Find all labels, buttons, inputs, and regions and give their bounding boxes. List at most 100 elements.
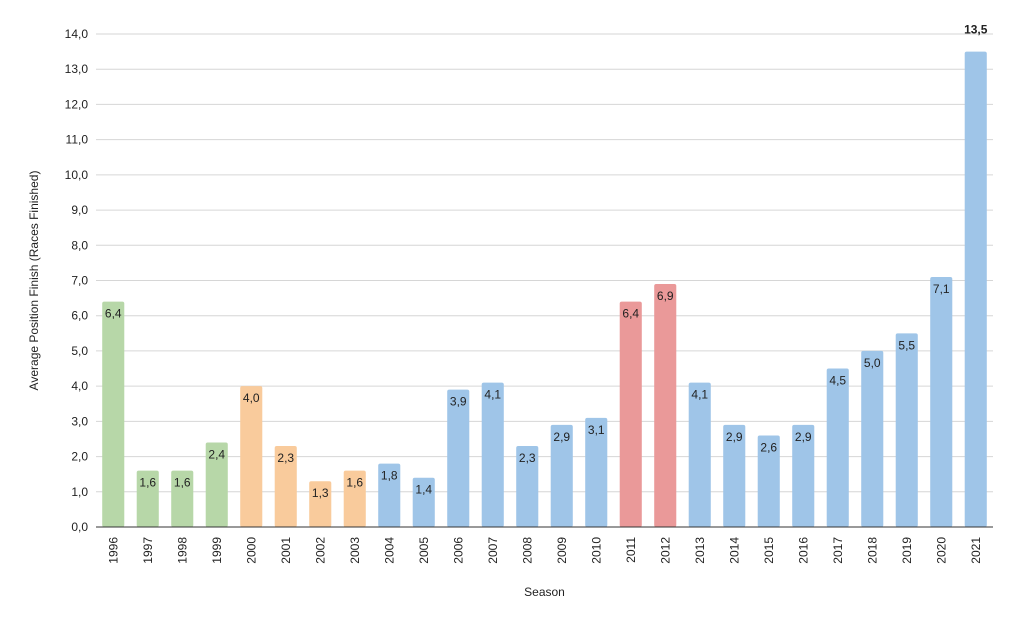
bar-2010 <box>585 417 608 527</box>
y-tick-label: 8,0 <box>71 238 88 252</box>
bar-1997 <box>136 470 159 527</box>
x-tick-label-1999: 1999 <box>210 537 224 564</box>
bar-2017 <box>826 368 849 527</box>
data-label-2019: 5,5 <box>898 338 915 352</box>
x-axis-title: Season <box>524 585 565 599</box>
x-tick-label-2011: 2011 <box>624 537 638 563</box>
x-tick-label-2017: 2017 <box>831 537 845 564</box>
data-label-2009: 2,9 <box>553 430 570 444</box>
x-tick-label-2004: 2004 <box>382 537 396 564</box>
x-tick-label-2013: 2013 <box>693 537 707 564</box>
data-label-1996: 6,4 <box>105 307 122 321</box>
y-tick-label: 0,0 <box>71 520 88 534</box>
data-label-2001: 2,3 <box>277 451 294 465</box>
x-tick-label-1998: 1998 <box>175 537 189 564</box>
bar-2011 <box>619 301 642 527</box>
y-axis-title: Average Position Finish (Races Finished) <box>27 171 41 391</box>
bar-2000 <box>240 386 263 527</box>
bar-2014 <box>723 424 746 527</box>
y-tick-label: 7,0 <box>71 274 88 288</box>
bar-2019 <box>895 333 918 527</box>
bar-2006 <box>447 389 470 527</box>
bar-2015 <box>757 435 780 527</box>
y-tick-label: 13,0 <box>65 62 89 76</box>
bar-1999 <box>205 442 228 527</box>
x-tick-label-1996: 1996 <box>106 537 120 564</box>
x-tick-label-2010: 2010 <box>589 537 603 564</box>
bar-2018 <box>861 350 884 527</box>
y-tick-label: 3,0 <box>71 414 88 428</box>
bar-2021 <box>964 51 987 527</box>
bars <box>102 51 987 527</box>
bar-1998 <box>171 470 194 527</box>
data-label-2003: 1,6 <box>346 476 363 490</box>
data-label-1998: 1,6 <box>174 476 191 490</box>
x-tick-label-2003: 2003 <box>348 537 362 564</box>
bar-2016 <box>792 424 815 527</box>
bar-2001 <box>274 446 297 527</box>
y-axis-ticks: 0,0 1,0 2,0 3,0 4,0 5,0 6,0 7,0 8,0 9,0 10,0 11,0 12… <box>65 27 89 534</box>
bar-1996 <box>102 301 125 527</box>
y-tick-label: 14,0 <box>65 27 89 41</box>
data-label-2013: 4,1 <box>691 388 708 402</box>
x-tick-label-2020: 2020 <box>934 537 948 564</box>
data-label-2004: 1,8 <box>381 469 398 483</box>
gridlines <box>96 33 993 493</box>
data-label-2010: 3,1 <box>588 423 605 437</box>
y-tick-label: 11,0 <box>66 133 89 147</box>
data-label-1997: 1,6 <box>139 476 156 490</box>
x-tick-label-2019: 2019 <box>900 537 914 564</box>
data-label-2017: 4,5 <box>829 374 846 388</box>
data-label-2002: 1,3 <box>312 486 329 500</box>
y-tick-label: 4,0 <box>71 379 88 393</box>
bar-2003 <box>343 470 366 527</box>
bar-2020 <box>930 276 953 527</box>
x-tick-label-2008: 2008 <box>520 537 534 564</box>
data-labels: 6,4 1,6 1,6 2,4 4,0 2,3 1,3 1,6 1,8 1,4 3,9 4,1 2,3 2… <box>105 23 988 501</box>
x-tick-label-2000: 2000 <box>244 537 258 564</box>
bar-2009 <box>550 424 573 527</box>
bar-2004 <box>378 463 401 527</box>
bar-2008 <box>516 446 539 527</box>
x-axis-ticks: 1996 1997 1998 1999 2000 2001 2002 2003 2004 2005… <box>106 537 983 564</box>
x-tick-label-2015: 2015 <box>762 537 776 564</box>
data-label-2005: 1,4 <box>415 483 432 497</box>
bar-2007 <box>481 382 504 527</box>
data-label-2011: 6,4 <box>622 307 639 321</box>
x-tick-label-2002: 2002 <box>313 537 327 564</box>
data-label-2007: 4,1 <box>484 388 501 402</box>
x-tick-label-2007: 2007 <box>486 537 500 564</box>
y-tick-label: 2,0 <box>71 450 88 464</box>
bar-2005 <box>412 477 435 527</box>
x-tick-label-2018: 2018 <box>865 537 879 564</box>
data-label-2008: 2,3 <box>519 451 536 465</box>
x-tick-label-2006: 2006 <box>451 537 465 564</box>
y-tick-label: 10,0 <box>65 168 89 182</box>
y-tick-label: 6,0 <box>71 309 88 323</box>
data-label-2000: 4,0 <box>243 391 260 405</box>
x-tick-label-2021: 2021 <box>969 537 983 564</box>
y-tick-label: 1,0 <box>71 485 88 499</box>
y-tick-label: 12,0 <box>65 97 89 111</box>
bar-2013 <box>688 382 711 527</box>
data-label-2012: 6,9 <box>657 289 674 303</box>
data-label-2020: 7,1 <box>933 282 950 296</box>
data-label-2014: 2,9 <box>726 430 743 444</box>
data-label-2016: 2,9 <box>795 430 812 444</box>
bar-2002 <box>309 481 332 527</box>
data-label-2015: 2,6 <box>760 440 777 454</box>
x-tick-label-2001: 2001 <box>279 537 293 564</box>
x-tick-label-2012: 2012 <box>658 537 672 564</box>
x-tick-label-2014: 2014 <box>727 537 741 564</box>
data-label-1999: 2,4 <box>208 447 225 461</box>
x-tick-label-2009: 2009 <box>555 537 569 564</box>
y-tick-label: 9,0 <box>71 203 88 217</box>
x-tick-label-2016: 2016 <box>796 537 810 564</box>
data-label-2021: 13,5 <box>964 23 988 37</box>
y-tick-label: 5,0 <box>71 344 88 358</box>
x-tick-label-1997: 1997 <box>141 537 155 564</box>
data-label-2006: 3,9 <box>450 395 467 409</box>
bar-2012 <box>654 284 677 527</box>
data-label-2018: 5,0 <box>864 356 881 370</box>
